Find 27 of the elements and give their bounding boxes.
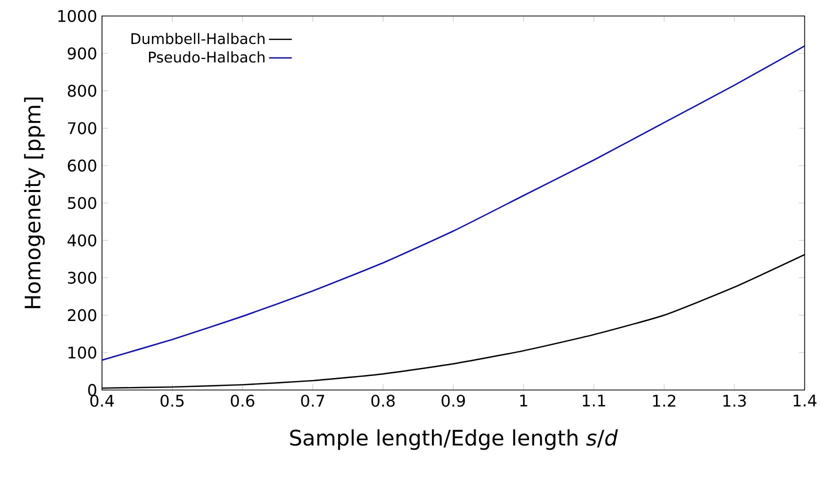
x-tick-label: 0.7 xyxy=(301,394,324,407)
legend-label: Pseudo-Halbach xyxy=(149,51,264,63)
x-tick-label: 0.8 xyxy=(371,394,395,407)
x-tick-label: 1.4 xyxy=(794,394,816,406)
y-tick-label: 800 xyxy=(68,84,96,97)
x-tick-label: 1.2 xyxy=(653,394,676,407)
x-tick-label: 0.5 xyxy=(160,394,184,407)
x-tick-label: 1.1 xyxy=(582,394,606,406)
y-tick-label: 600 xyxy=(68,160,96,172)
x-tick-label: 0.9 xyxy=(442,394,465,407)
y-tick-label: 900 xyxy=(68,47,96,60)
y-tick-label: 400 xyxy=(68,234,96,246)
y-tick-label: 500 xyxy=(68,196,96,210)
x-tick-label: 1.3 xyxy=(723,394,746,407)
x-axis-title: Sample length/Edge length s/d xyxy=(290,429,618,450)
y-tick-label: 300 xyxy=(68,272,96,284)
y-tick-label: 0 xyxy=(88,384,96,396)
y-tick-label: 200 xyxy=(68,309,96,322)
x-tick-label: 0.4 xyxy=(90,394,114,407)
line-series xyxy=(102,45,805,361)
x-tick-label: 1 xyxy=(520,394,528,406)
y-tick-label: 1000 xyxy=(58,10,96,22)
legend-label: Dumbbell-Halbach xyxy=(131,32,265,44)
y-tick-label: 700 xyxy=(68,122,96,134)
y-axis-title: Homogeneity [ppm] xyxy=(24,98,45,308)
x-tick-label: 0.6 xyxy=(230,394,254,407)
y-tick-label: 100 xyxy=(68,346,96,359)
